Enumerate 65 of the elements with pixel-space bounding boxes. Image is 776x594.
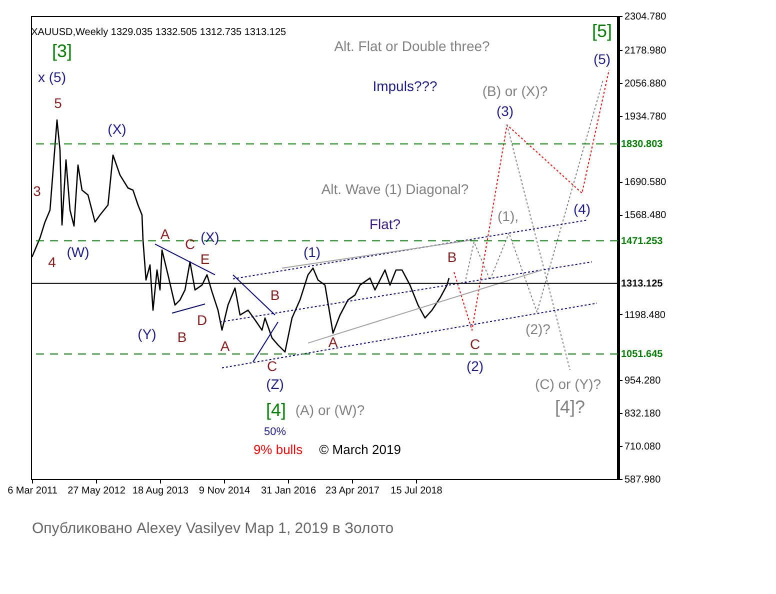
annotation: (2): [466, 358, 484, 374]
y-tick-label: 954.280: [624, 376, 662, 387]
annotation: (2)?: [526, 321, 551, 337]
x-tick-label: 23 Apr 2017: [326, 486, 380, 496]
annotation: D: [196, 312, 208, 328]
y-tick-label: 2178.980: [624, 45, 667, 56]
x-tick-label: 15 Jul 2018: [390, 486, 443, 496]
text: XAUUSD,Weekly 1329.035 1332.505 1312.735 1313.125: [31, 27, 287, 38]
annotation: (1),: [498, 208, 518, 224]
annotation: (X): [200, 229, 220, 245]
annotation: (A) or (W)?: [295, 402, 365, 418]
annotation: 50%: [264, 426, 286, 438]
text: Опубликовано Alexey Vasilyev Мар 1, 2019 в Золото: [32, 520, 394, 537]
y-tick-label: 1690.580: [624, 177, 667, 188]
ref-line-label: 1830.803: [621, 138, 664, 150]
x-tick-label: 18 Aug 2013: [132, 486, 190, 496]
annotation: (Y): [138, 326, 156, 342]
y-tick-label: 1934.780: [624, 111, 667, 122]
annotation: 4: [48, 254, 56, 270]
annotation: B: [447, 249, 457, 265]
y-tick-label: 1568.480: [624, 210, 667, 222]
annotation: C: [184, 236, 196, 252]
annotation: [3]: [52, 41, 72, 61]
annotation: [5]: [592, 21, 612, 41]
annotation: (B) or (X)?: [482, 83, 548, 99]
annotation: C: [470, 336, 480, 352]
annotation: © March 2019: [319, 442, 401, 457]
y-tick-label: 1198.480: [624, 310, 666, 321]
annotation: 3: [33, 183, 42, 199]
x-tick-label: 6 Mar 2011: [8, 486, 58, 496]
annotation: Flat?: [369, 216, 401, 232]
x-tick-label: 31 Jan 2016: [260, 486, 316, 496]
ref-line-label: 1471.253: [621, 236, 664, 247]
annotation: x (5): [38, 69, 66, 85]
annotation: A: [328, 334, 338, 350]
ref-line-label: 1313.125: [621, 278, 664, 290]
annotation: E: [200, 251, 210, 267]
annotation: (C) or (Y)?: [534, 376, 602, 392]
annotation: (Z): [266, 376, 284, 392]
annotation: [4]?: [554, 397, 586, 417]
annotation: (3): [496, 103, 514, 119]
y-tick-label: 710.080: [624, 442, 662, 453]
annotation: Alt. Wave (1) Diagonal?: [321, 181, 469, 197]
annotation: (5): [593, 51, 611, 67]
x-tick-label: 27 May 2012: [68, 486, 126, 496]
y-tick-label: 832.180: [624, 408, 662, 420]
x-tick-label: 9 Nov 2014: [198, 486, 251, 496]
annotation: 9% bulls: [253, 442, 304, 457]
y-tick-label: 587.980: [624, 474, 662, 486]
annotation: [4]: [266, 400, 286, 420]
ref-line-label: 1051.645: [621, 348, 664, 360]
y-tick-label: 2304.780: [624, 12, 667, 22]
annotation: B: [177, 329, 187, 345]
annotation: (4): [573, 201, 591, 217]
annotation: B: [270, 287, 280, 303]
y-tick-label: 2056.880: [624, 78, 667, 90]
annotation: Impuls???: [372, 78, 438, 94]
annotation: 5: [54, 95, 62, 111]
annotation: (W): [66, 244, 90, 260]
annotation: Alt. Flat or Double three?: [334, 38, 490, 54]
annotation: (X): [108, 121, 126, 137]
annotation: (1): [303, 244, 321, 260]
annotation: A: [220, 338, 230, 354]
annotation: A: [160, 226, 170, 242]
annotation: C: [266, 358, 278, 374]
